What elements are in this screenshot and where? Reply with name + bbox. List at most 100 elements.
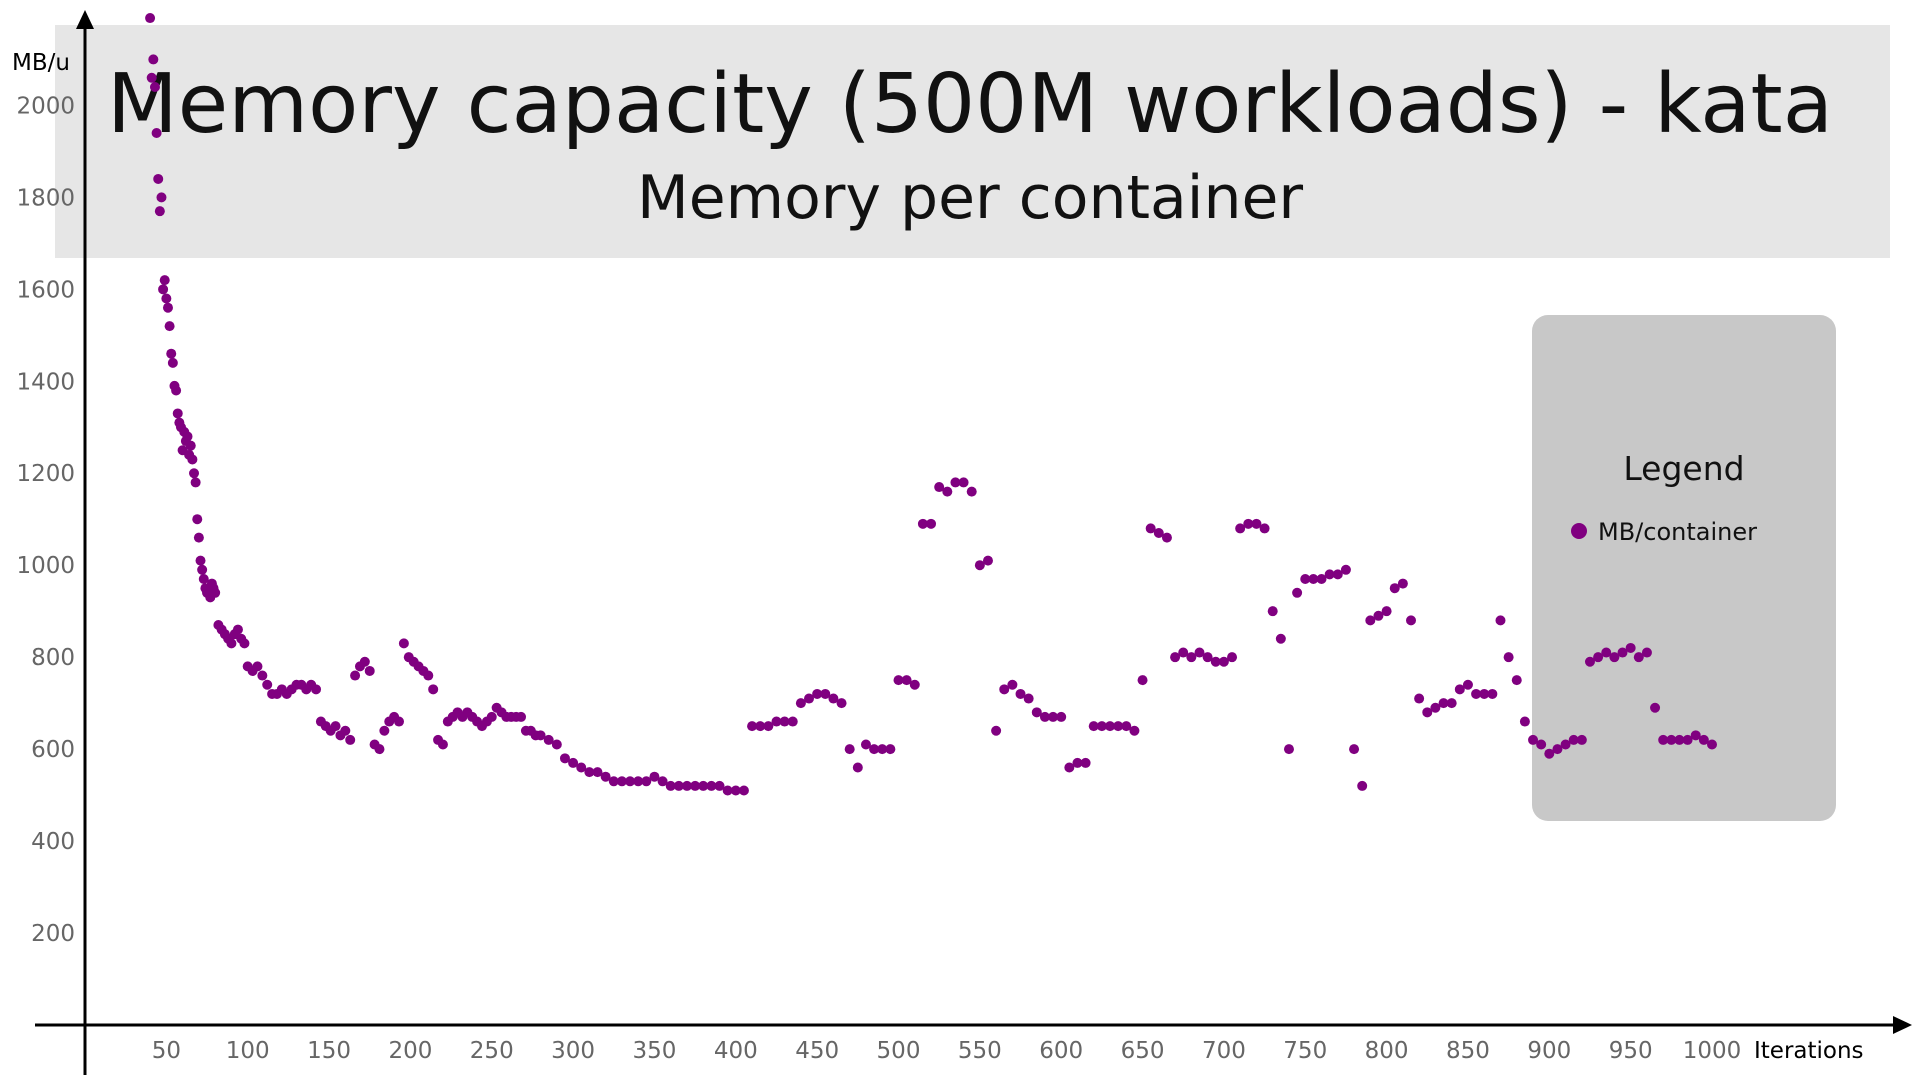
y-tick-label: 1800 [16, 185, 75, 211]
x-tick-label: 250 [470, 1038, 514, 1064]
data-point [252, 661, 263, 672]
data-point [1243, 518, 1254, 529]
data-point [592, 767, 603, 778]
data-point [535, 730, 546, 741]
data-point [641, 776, 652, 787]
data-point [345, 734, 356, 745]
data-point [1023, 693, 1034, 704]
data-point [1218, 656, 1229, 667]
data-point [991, 725, 1002, 736]
data-point [584, 767, 595, 778]
data-point [145, 13, 156, 24]
data-point [982, 555, 993, 566]
y-tick-label: 1600 [16, 277, 75, 303]
data-point [795, 698, 806, 709]
data-point [576, 762, 587, 773]
data-point [1511, 675, 1522, 686]
data-point [1056, 711, 1067, 722]
data-point [1031, 707, 1042, 718]
data-point [239, 638, 250, 649]
x-tick-label: 850 [1446, 1038, 1490, 1064]
data-point [359, 656, 370, 667]
data-point [966, 486, 977, 497]
data-point [1235, 523, 1246, 534]
data-point [1096, 721, 1107, 732]
data-point [172, 408, 183, 419]
data-point [893, 675, 904, 686]
data-point [1454, 684, 1465, 695]
data-point [1113, 721, 1124, 732]
data-point [1617, 647, 1628, 658]
data-point [763, 721, 774, 732]
data-point [844, 744, 855, 755]
data-point [1641, 647, 1652, 658]
y-tick-label: 1000 [16, 553, 75, 579]
data-point [197, 564, 208, 575]
data-point [1552, 744, 1563, 755]
data-point [1487, 688, 1498, 699]
data-point [1308, 573, 1319, 584]
data-point [164, 321, 175, 332]
data-point [1536, 739, 1547, 750]
data-point [1332, 569, 1343, 580]
x-axis-arrow [1893, 1016, 1912, 1034]
data-point [162, 302, 173, 313]
data-point [1528, 734, 1539, 745]
chart-subtitle: Memory per container [637, 163, 1303, 233]
data-point [714, 780, 725, 791]
data-point [1178, 647, 1189, 658]
data-point [665, 780, 676, 791]
data-point [210, 587, 221, 598]
x-tick-label: 650 [1121, 1038, 1165, 1064]
data-point [568, 757, 579, 768]
data-point [1340, 564, 1351, 575]
x-tick-label: 550 [958, 1038, 1002, 1064]
data-point [1039, 711, 1050, 722]
data-point [657, 776, 668, 787]
data-point [649, 771, 660, 782]
data-point [1625, 642, 1636, 653]
data-point [1153, 528, 1164, 539]
data-point [885, 744, 896, 755]
data-point [226, 638, 237, 649]
data-point [1072, 757, 1083, 768]
data-point [330, 721, 341, 732]
data-point [1251, 518, 1262, 529]
data-point [1560, 739, 1571, 750]
data-point [934, 482, 945, 493]
data-point [364, 665, 375, 676]
data-point [1275, 633, 1286, 644]
legend-series-label: MB/container [1598, 518, 1757, 546]
data-point [901, 675, 912, 686]
data-point [1300, 573, 1311, 584]
data-point [1007, 679, 1018, 690]
data-point [1707, 739, 1717, 750]
data-point [1430, 702, 1441, 713]
data-point [1666, 734, 1677, 745]
y-tick-label: 800 [31, 645, 75, 671]
data-point [999, 684, 1010, 695]
data-point [1129, 725, 1140, 736]
data-point [974, 560, 985, 571]
data-point [153, 173, 164, 184]
y-tick-label: 2000 [16, 93, 75, 119]
x-tick-label: 100 [226, 1038, 270, 1064]
data-point [1259, 523, 1270, 534]
data-point [1650, 702, 1661, 713]
data-point [311, 684, 322, 695]
data-point [262, 679, 273, 690]
data-point [1479, 688, 1490, 699]
x-tick-label: 1000 [1683, 1038, 1742, 1064]
data-point [877, 744, 888, 755]
data-point [1682, 734, 1693, 745]
data-point [958, 477, 969, 488]
chart-title: Memory capacity (500M workloads) - kata [107, 57, 1833, 152]
data-points [145, 13, 1717, 796]
data-point [340, 725, 351, 736]
data-point [1316, 573, 1327, 584]
data-point [1495, 615, 1506, 626]
data-point [860, 739, 871, 750]
data-point [1349, 744, 1360, 755]
data-point [559, 753, 570, 764]
